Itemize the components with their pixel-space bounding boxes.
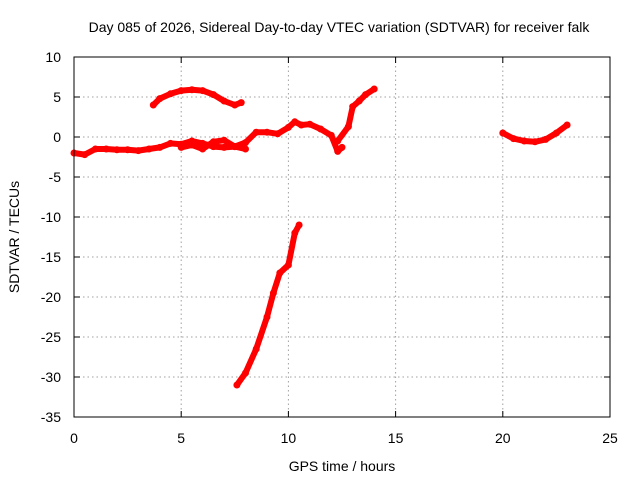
data-point <box>291 118 299 126</box>
x-tick-label: 20 <box>495 430 511 446</box>
data-point <box>156 143 164 151</box>
data-point <box>291 229 299 237</box>
data-point <box>209 91 217 99</box>
data-point <box>531 138 539 146</box>
x-axis-label: GPS time / hours <box>289 458 396 474</box>
y-tick-label: 10 <box>45 49 61 65</box>
data-point <box>370 85 378 93</box>
data-point <box>199 87 207 95</box>
y-tick-label: 5 <box>53 89 61 105</box>
data-point <box>263 313 271 321</box>
data-point <box>233 381 241 389</box>
y-tick-label: -30 <box>41 369 61 385</box>
data-point <box>252 128 260 136</box>
data-point <box>510 135 517 143</box>
x-tick-label: 5 <box>177 430 185 446</box>
data-point <box>284 261 292 269</box>
data-point <box>167 139 174 147</box>
plot-frame <box>73 56 611 418</box>
series-track-rising <box>334 86 378 144</box>
x-tick-label: 10 <box>281 430 297 446</box>
data-point <box>334 137 342 145</box>
data-point <box>297 121 305 129</box>
y-axis-label: SDTVAR / TECUs <box>6 181 22 293</box>
data-point <box>269 289 277 297</box>
data-point <box>349 103 357 111</box>
data-point <box>306 120 314 128</box>
data-point <box>199 145 207 153</box>
data-point <box>252 345 260 353</box>
data-point <box>124 146 132 154</box>
data-point <box>91 145 99 153</box>
data-point <box>188 86 196 94</box>
data-point <box>520 137 528 145</box>
data-point <box>149 101 157 109</box>
data-point <box>220 97 228 105</box>
data-point <box>134 147 142 155</box>
data-point <box>188 141 196 149</box>
data-point <box>242 369 249 377</box>
series-layer <box>70 85 571 389</box>
data-point <box>209 138 217 146</box>
data-point <box>327 131 335 139</box>
x-tick-label: 0 <box>70 430 78 446</box>
data-point <box>344 123 352 131</box>
y-tick-label: -15 <box>41 249 61 265</box>
series-track-plunge <box>233 222 303 388</box>
data-point <box>145 145 153 153</box>
series-track-main <box>71 118 345 158</box>
data-point <box>231 143 239 151</box>
data-point <box>338 143 346 151</box>
data-point <box>542 135 550 143</box>
x-tick-label: 15 <box>388 430 404 446</box>
data-point <box>276 269 284 277</box>
data-point <box>499 129 507 137</box>
data-point <box>113 146 121 154</box>
data-point <box>274 130 282 138</box>
y-tick-label: -25 <box>41 329 61 345</box>
data-point <box>563 121 571 129</box>
data-point <box>81 151 89 159</box>
data-point <box>355 97 363 105</box>
data-point <box>177 87 185 95</box>
data-point <box>177 143 185 151</box>
y-tick-label: -20 <box>41 289 61 305</box>
data-point <box>284 123 292 131</box>
data-point <box>552 129 560 137</box>
y-tick-label: 0 <box>53 129 61 145</box>
data-point <box>295 221 303 229</box>
y-tick-label: -35 <box>41 409 61 425</box>
data-point <box>362 91 370 99</box>
series-track-upper <box>150 86 245 108</box>
data-point <box>242 145 249 153</box>
y-tick-label: -10 <box>41 209 61 225</box>
x-tick-label: 25 <box>602 430 618 446</box>
data-point <box>156 95 164 103</box>
data-point <box>102 145 110 153</box>
chart-title: Day 085 of 2026, Sidereal Day-to-day VTE… <box>89 19 591 35</box>
axes: 0 5 10 15 20 25 -35 -30 -25 -20 -15 -10 -5 0 5 10 <box>41 49 618 446</box>
data-point <box>242 139 249 147</box>
data-point <box>220 143 228 151</box>
data-point <box>167 90 174 98</box>
data-point <box>317 125 325 133</box>
grid <box>74 57 610 417</box>
data-point <box>220 136 228 144</box>
y-tick-label: -5 <box>49 169 62 185</box>
data-point <box>237 99 245 107</box>
data-point <box>263 128 271 136</box>
data-point <box>231 101 239 109</box>
